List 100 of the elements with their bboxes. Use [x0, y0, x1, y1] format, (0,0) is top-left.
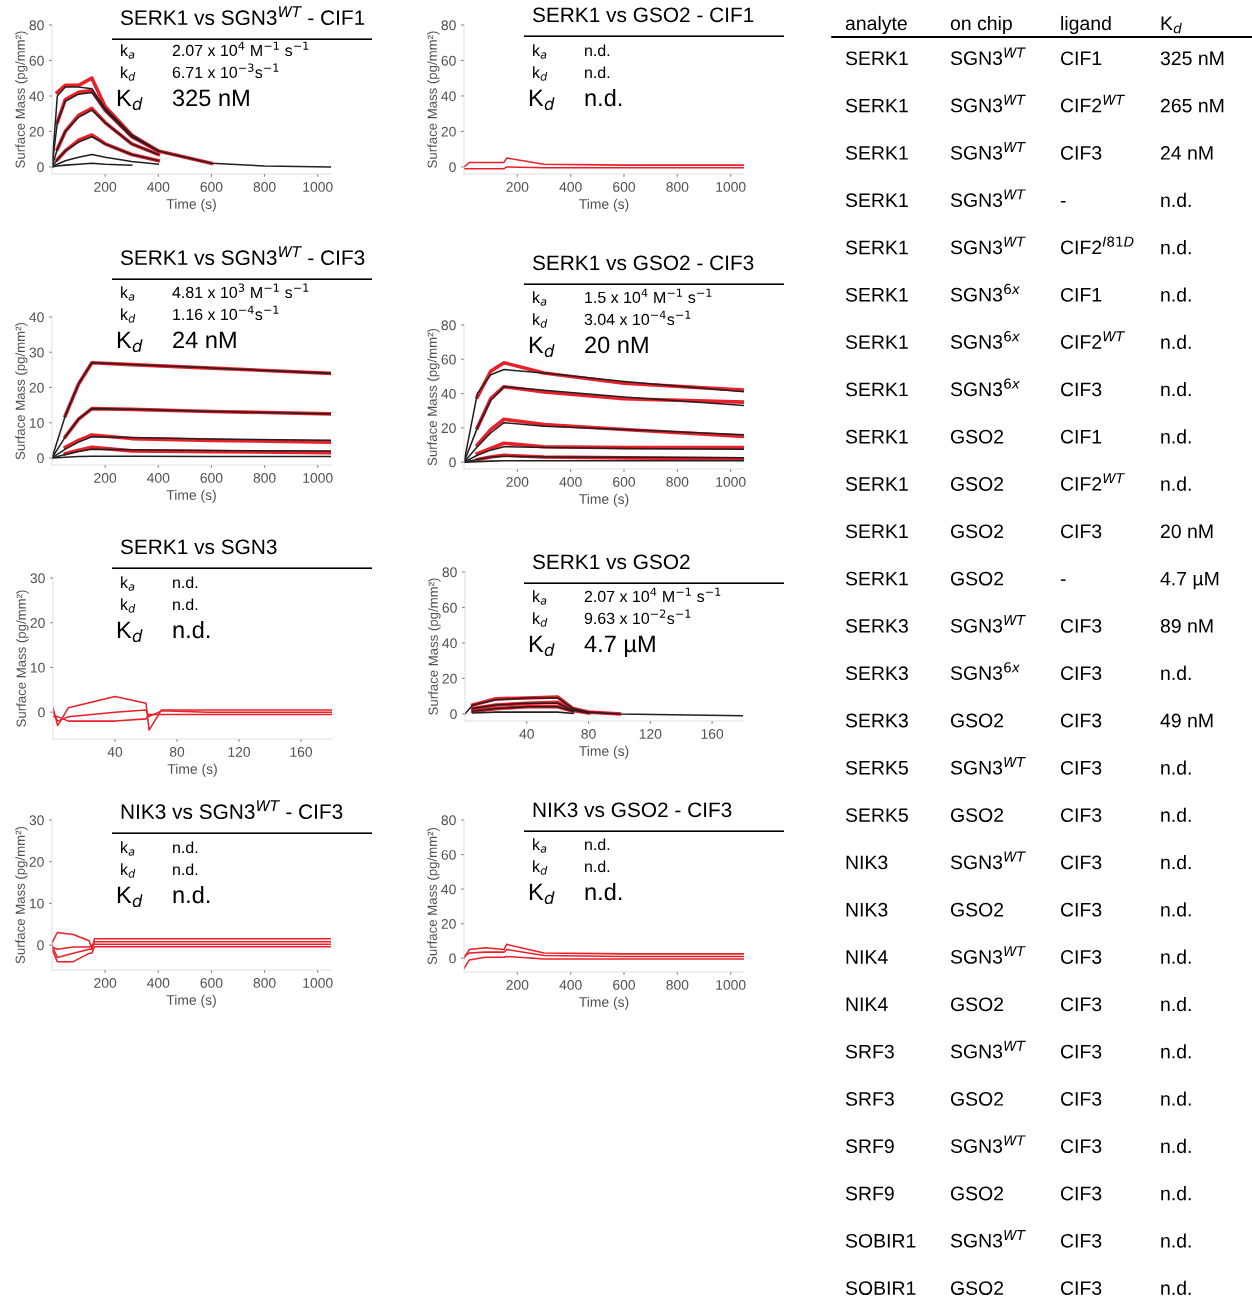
x-tick-label: 40 [519, 729, 534, 739]
text: SRF9 [845, 1139, 894, 1154]
text: n.d. [1161, 1044, 1191, 1059]
text: 20 nM [1160, 524, 1213, 539]
annotation: K$_{d}$ [529, 336, 555, 358]
y-tick-label: 10 [30, 662, 45, 673]
text: GSO2 [950, 477, 1004, 491]
text: CIF3 [1060, 902, 1102, 917]
text: SERK1 [845, 193, 908, 208]
y-tick-label: 40 [442, 638, 457, 649]
chart-title: SERK1 vs SGN3 [120, 539, 277, 555]
text: SGN3$^{WT}$ [950, 1040, 1026, 1059]
annotation: k$_{d}$ [121, 66, 136, 81]
text: NIK4 [846, 997, 888, 1011]
x-tick-label: 1000 [303, 473, 333, 483]
text: n.d. [1161, 1233, 1191, 1248]
chart-title: NIK3 vs GSO2 - CIF3 [533, 802, 732, 818]
annotation: n.d. [173, 841, 198, 854]
y-tick-label: 80 [441, 320, 456, 331]
y-tick-label: 20 [29, 126, 44, 137]
y-tick-label: 60 [441, 354, 456, 365]
annotation: k$_{d}$ [121, 308, 136, 323]
annotation: K$_{d}$ [117, 331, 143, 353]
text: CIF3 [1060, 1186, 1102, 1201]
text: CIF3 [1060, 713, 1102, 728]
x-axis-title: Time (s) [166, 198, 216, 212]
text: CIF3 [1060, 808, 1102, 822]
y-tick-label: 40 [29, 312, 44, 323]
annotation: k$_{d}$ [533, 612, 548, 627]
annotation: 2.07 x 10$^{4}$ M$^{−1}$ s$^{−1}$ [172, 41, 309, 57]
text: CIF1 [1060, 287, 1102, 302]
annotation: n.d. [173, 885, 210, 904]
text: n.d. [1161, 1280, 1191, 1295]
text: 1.5 x 10$^{4}$ M$^{−1}$ s$^{−1}$ [585, 288, 712, 304]
text: SERK3 [845, 619, 908, 633]
annotation: 9.63 x 10$^{−2}$s$^{−1}$ [584, 609, 691, 625]
text: n.d. [1161, 287, 1191, 302]
x-tick-label: 120 [639, 729, 662, 739]
annotation: K$_{d}$ [529, 635, 555, 657]
x-tick-label: 200 [94, 182, 117, 192]
annotation: n.d. [585, 88, 622, 107]
text: NIK3 [846, 855, 888, 870]
annotation: n.d. [173, 620, 210, 639]
text: NIK3 [846, 902, 888, 917]
x-tick-label: 160 [701, 729, 724, 739]
x-axis-title: Time (s) [579, 745, 629, 759]
text: GSO2 [950, 429, 1004, 444]
text: CIF2$^{I81D}$ [1060, 236, 1134, 255]
x-tick-label: 1000 [716, 182, 746, 192]
x-tick-label: 80 [581, 729, 596, 739]
y-tick-label: 20 [441, 423, 456, 434]
text: SERK5 [845, 808, 908, 822]
y-tick-label: 80 [441, 20, 456, 31]
text: CIF3 [1060, 524, 1102, 539]
annotation: 3.04 x 10$^{−4}$s$^{−1}$ [584, 310, 691, 326]
text: n.d. [1161, 996, 1191, 1012]
text: CIF1 [1060, 51, 1102, 66]
y-tick-label: 0 [450, 709, 457, 720]
text: k$_{a}$ [121, 286, 135, 301]
text: n.d. [1161, 949, 1191, 964]
text: CIF2$^{WT}$ [1060, 94, 1125, 113]
text: 89 nM [1160, 619, 1213, 633]
x-tick-label: 200 [506, 980, 529, 990]
text: CIF3 [1060, 619, 1102, 633]
annotation: k$_{a}$ [533, 838, 547, 853]
annotation: n.d. [585, 882, 622, 901]
chart-title: SERK1 vs GSO2 [532, 554, 690, 570]
y-axis-title: Surface Mass (pg/mm²) [15, 826, 28, 964]
x-tick-label: 800 [666, 980, 689, 990]
text: analyte [845, 15, 907, 35]
annotation: n.d. [585, 860, 610, 873]
text: CIF3 [1060, 760, 1102, 775]
y-tick-label: 20 [29, 857, 44, 867]
y-axis-title: Surface Mass (pg/mm²) [427, 328, 440, 466]
y-axis-title: Surface Mass (pg/mm²) [427, 31, 440, 168]
x-axis-title: Time (s) [579, 996, 629, 1010]
text: n.d. [1161, 476, 1191, 491]
text: 4.81 x 10$^{3}$ M$^{−1}$ s$^{−1}$ [172, 283, 309, 299]
text: SGN3$^{WT}$ [950, 615, 1026, 633]
chart-title: SERK1 vs SGN3$^{WT}$ - CIF1 [120, 6, 365, 26]
text: SGN3$^{6x}$ [950, 283, 1020, 302]
x-tick-label: 120 [228, 747, 251, 757]
annotation: k$_{a}$ [121, 44, 135, 59]
text: CIF3 [1060, 382, 1102, 397]
text: SGN3$^{WT}$ [950, 142, 1026, 160]
x-tick-label: 600 [613, 980, 636, 990]
chart-title: SERK1 vs SGN3$^{WT}$ - CIF3 [120, 246, 365, 266]
text: SERK1 [845, 571, 908, 586]
text: SGN3$^{WT}$ [950, 946, 1026, 964]
x-tick-label: 600 [200, 473, 223, 483]
y-tick-label: 0 [449, 457, 456, 468]
y-tick-label: 10 [29, 898, 44, 909]
annotation: n.d. [173, 576, 198, 589]
annotation: k$_{d}$ [121, 863, 136, 878]
text: - [1060, 200, 1066, 203]
text: n.d. [1161, 1186, 1191, 1201]
text: CIF3 [1060, 666, 1102, 681]
y-tick-label: 20 [441, 126, 456, 137]
text: SGN3$^{6x}$ [950, 331, 1020, 349]
text: SERK1 [845, 429, 908, 444]
